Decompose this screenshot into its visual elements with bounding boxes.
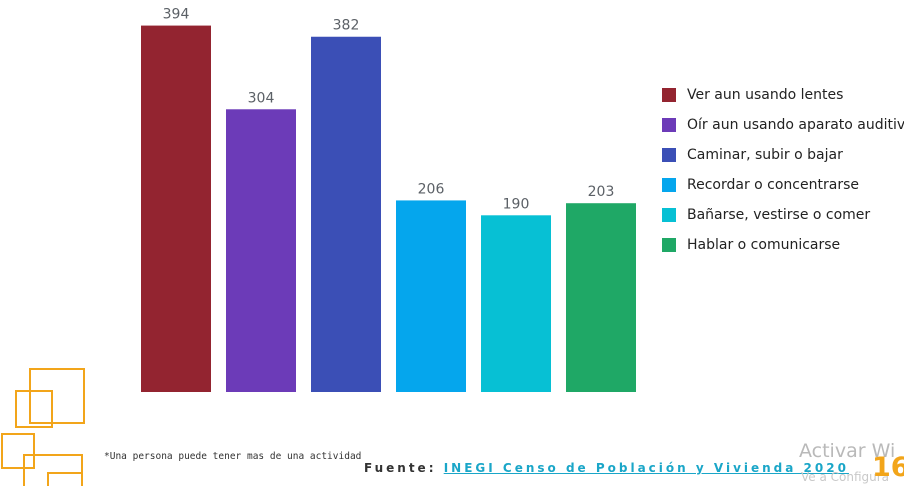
bar-5 xyxy=(481,215,551,392)
legend-label: Bañarse, vestirse o comer xyxy=(687,207,870,223)
decorative-square xyxy=(30,369,84,423)
legend-item: Ver aun usando lentes xyxy=(662,80,904,110)
legend-label: Oír aun usando aparato auditivo xyxy=(687,117,904,133)
legend-label: Hablar o comunicarse xyxy=(687,237,840,253)
legend-item: Oír aun usando aparato auditivo xyxy=(662,110,904,140)
legend-item: Hablar o comunicarse xyxy=(662,230,904,260)
legend-label: Ver aun usando lentes xyxy=(687,87,843,103)
source-prefix: Fuente: xyxy=(364,461,437,475)
legend-swatch xyxy=(662,148,676,162)
decorative-square xyxy=(16,391,52,427)
legend-item: Recordar o concentrarse xyxy=(662,170,904,200)
legend-swatch xyxy=(662,238,676,252)
bar-value-label: 206 xyxy=(418,181,445,197)
bar-1 xyxy=(141,26,211,392)
bar-value-label: 203 xyxy=(588,184,615,200)
bar-value-label: 382 xyxy=(333,18,360,34)
bar-value-label: 190 xyxy=(503,196,530,212)
source-link[interactable]: INEGI Censo de Población y Vivienda 2020 xyxy=(444,461,849,475)
legend-swatch xyxy=(662,118,676,132)
decorative-square xyxy=(48,473,82,486)
page-number: 16 xyxy=(872,452,904,483)
bar-4 xyxy=(396,200,466,392)
footnote: *Una persona puede tener mas de una acti… xyxy=(104,451,361,462)
legend-swatch xyxy=(662,178,676,192)
decorative-square xyxy=(24,455,82,486)
bar-2 xyxy=(226,109,296,392)
decorative-square xyxy=(2,434,34,468)
legend-item: Caminar, subir o bajar xyxy=(662,140,904,170)
bar-chart: 394 304 382 206 190 203 xyxy=(0,0,660,400)
legend-label: Recordar o concentrarse xyxy=(687,177,859,193)
bar-value-label: 304 xyxy=(248,90,275,106)
legend: Ver aun usando lentes Oír aun usando apar… xyxy=(662,80,904,260)
bar-3 xyxy=(311,37,381,392)
bar-6 xyxy=(566,203,636,392)
legend-swatch xyxy=(662,88,676,102)
legend-swatch xyxy=(662,208,676,222)
source-line: Fuente: INEGI Censo de Población y Vivie… xyxy=(364,461,849,475)
decorative-squares xyxy=(0,355,110,486)
legend-item: Bañarse, vestirse o comer xyxy=(662,200,904,230)
legend-label: Caminar, subir o bajar xyxy=(687,147,843,163)
bars xyxy=(141,26,636,392)
bar-value-label: 394 xyxy=(163,7,190,23)
